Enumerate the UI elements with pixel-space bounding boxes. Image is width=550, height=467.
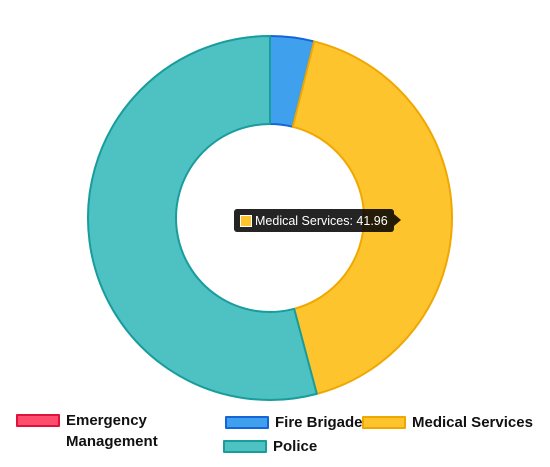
donut-slice-police[interactable] (87, 35, 318, 401)
legend-item-fire-brigade[interactable]: Fire Brigade (225, 412, 363, 433)
legend-label-emergency-management: Emergency Management (66, 410, 186, 452)
legend-swatch-emergency-management (16, 414, 60, 427)
legend-item-emergency-management[interactable]: Emergency Management (16, 410, 186, 452)
chart-tooltip: Medical Services: 41.96 (234, 209, 401, 232)
legend-label-line-1: Emergency (66, 412, 147, 429)
legend-label-medical-services: Medical Services (412, 414, 533, 431)
legend-label-line-2: Management (66, 433, 158, 450)
tooltip-text: Medical Services: 41.96 (255, 213, 388, 228)
legend-item-police[interactable]: Police (223, 436, 317, 457)
legend-swatch-police (223, 440, 267, 453)
legend-swatch-fire-brigade (225, 416, 269, 429)
legend-label-police: Police (273, 438, 318, 455)
legend-label-fire-brigade: Fire Brigade (275, 414, 363, 431)
legend-swatch-medical-services (362, 416, 406, 429)
legend-item-medical-services[interactable]: Medical Services (362, 412, 533, 433)
tooltip-swatch (240, 214, 252, 227)
